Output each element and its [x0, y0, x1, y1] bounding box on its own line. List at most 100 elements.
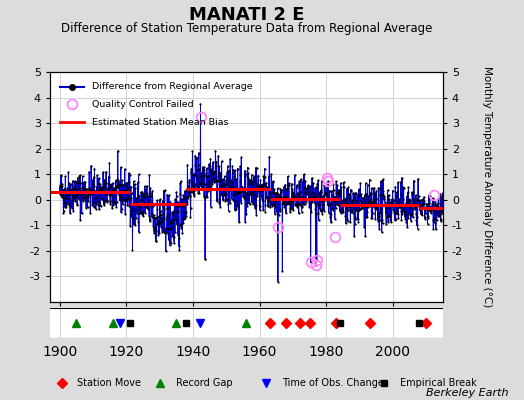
- Point: [210, 178, 218, 184]
- Point: [229, 166, 237, 173]
- Point: [346, 195, 354, 202]
- Point: [300, 200, 309, 207]
- Point: [198, 174, 206, 180]
- Point: [172, 217, 180, 223]
- Point: [255, 184, 263, 190]
- Point: [160, 206, 168, 212]
- Point: [407, 200, 415, 207]
- Point: [140, 200, 149, 206]
- Point: [111, 201, 119, 208]
- Point: [286, 204, 294, 211]
- Point: [273, 190, 281, 196]
- Point: [243, 200, 252, 206]
- Point: [366, 203, 374, 209]
- Point: [90, 183, 99, 189]
- Point: [125, 202, 133, 209]
- Point: [160, 215, 169, 222]
- Point: [370, 185, 378, 191]
- Point: [129, 221, 138, 228]
- Point: [105, 160, 114, 166]
- Point: [131, 221, 139, 228]
- Point: [410, 200, 419, 206]
- Point: [120, 196, 128, 202]
- Point: [69, 185, 77, 192]
- Point: [387, 219, 395, 226]
- Point: [266, 189, 275, 195]
- Point: [75, 189, 84, 196]
- Point: [203, 174, 212, 180]
- Point: [186, 189, 194, 196]
- Point: [270, 190, 278, 196]
- Point: [228, 180, 236, 186]
- Point: [140, 183, 149, 190]
- Point: [179, 220, 187, 226]
- Point: [291, 201, 300, 207]
- Point: [172, 189, 181, 195]
- Point: [360, 201, 368, 208]
- Point: [399, 184, 407, 190]
- Point: [87, 162, 95, 169]
- Point: [308, 198, 316, 205]
- Point: [181, 215, 189, 222]
- Point: [325, 202, 334, 208]
- Point: [390, 202, 398, 208]
- Point: [104, 180, 113, 186]
- Point: [425, 192, 433, 199]
- Point: [421, 207, 430, 214]
- Text: Record Gap: Record Gap: [176, 378, 232, 388]
- Point: [107, 181, 115, 188]
- Point: [139, 209, 147, 216]
- Point: [138, 197, 146, 203]
- Point: [371, 190, 379, 196]
- Point: [209, 159, 217, 165]
- Point: [362, 213, 370, 220]
- Point: [319, 202, 327, 209]
- Point: [74, 190, 82, 196]
- Point: [283, 185, 291, 192]
- Point: [396, 204, 405, 210]
- Point: [428, 205, 436, 211]
- Point: [274, 185, 282, 192]
- Point: [362, 204, 370, 210]
- Point: [337, 184, 345, 190]
- Point: [236, 177, 244, 184]
- Point: [167, 218, 176, 224]
- Point: [199, 185, 208, 192]
- Point: [140, 202, 148, 208]
- Point: [351, 190, 359, 196]
- Point: [197, 170, 205, 176]
- Point: [174, 231, 182, 238]
- Point: [206, 187, 214, 193]
- Point: [169, 208, 178, 214]
- Point: [67, 190, 75, 196]
- Point: [72, 191, 81, 197]
- Point: [405, 210, 413, 216]
- Point: [257, 182, 266, 188]
- Point: [123, 202, 132, 208]
- Point: [350, 233, 358, 239]
- Point: [97, 186, 105, 192]
- Point: [259, 173, 268, 180]
- Point: [137, 189, 145, 196]
- Point: [408, 189, 416, 195]
- Point: [396, 192, 405, 198]
- Point: [430, 206, 439, 213]
- Point: [344, 207, 353, 214]
- Point: [303, 191, 311, 197]
- Point: [72, 194, 81, 200]
- Point: [278, 200, 287, 206]
- Point: [431, 198, 440, 205]
- Point: [401, 209, 409, 216]
- Point: [70, 186, 78, 192]
- Point: [206, 203, 215, 210]
- Point: [437, 193, 445, 199]
- Point: [255, 182, 264, 188]
- Point: [130, 207, 138, 214]
- Point: [119, 197, 128, 203]
- Point: [345, 191, 353, 197]
- Point: [358, 202, 367, 209]
- Point: [209, 175, 217, 181]
- Point: [97, 186, 106, 193]
- Point: [299, 200, 307, 207]
- Point: [285, 182, 293, 188]
